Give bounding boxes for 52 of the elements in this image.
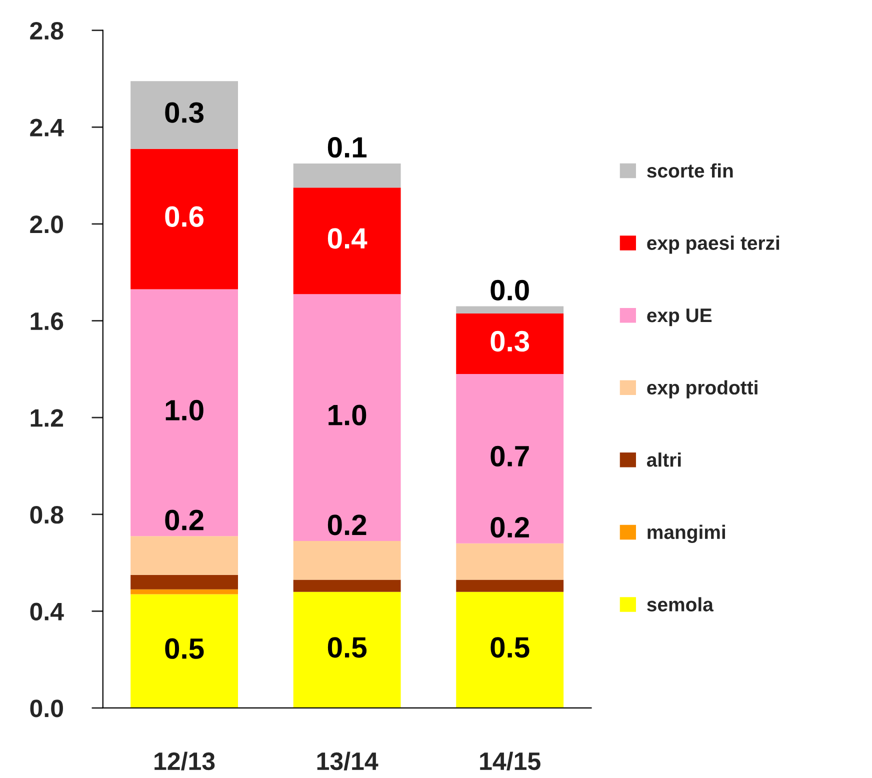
bar xyxy=(130,594,238,708)
y-tick-label: 0.4 xyxy=(30,602,64,620)
data-label: 0.2 xyxy=(328,514,366,536)
legend-label: exp UE xyxy=(647,308,712,326)
data-label: 1.0 xyxy=(328,404,366,426)
bar xyxy=(293,188,401,294)
bar xyxy=(293,592,401,708)
bar xyxy=(130,536,238,575)
data-label: 0.5 xyxy=(328,637,367,658)
data-label: 0.6 xyxy=(165,206,204,227)
x-tick-label: 12/13 xyxy=(154,752,215,770)
data-label: 0.2 xyxy=(165,510,204,530)
bar xyxy=(456,306,564,314)
bar xyxy=(456,580,564,592)
bar xyxy=(456,314,564,374)
data-label: 0.0 xyxy=(490,280,529,300)
y-tick-label: 0.0 xyxy=(30,700,63,718)
legend-label: mangimi xyxy=(648,524,725,544)
bar xyxy=(456,543,564,580)
y-tick-label: 1.2 xyxy=(30,409,64,427)
bar xyxy=(456,592,564,708)
bar xyxy=(130,81,238,149)
data-label: 0.3 xyxy=(165,102,204,123)
data-label: 0.3 xyxy=(490,330,530,352)
x-tick-label: 13/14 xyxy=(317,752,378,770)
data-label: 0.5 xyxy=(165,638,204,659)
legend-label: exp prodotti xyxy=(647,380,758,398)
legend-label: exp paesi terzi xyxy=(647,236,780,254)
y-tick-label: 2.0 xyxy=(30,216,63,234)
data-label: 0.1 xyxy=(328,137,367,158)
y-tick-label: 2.4 xyxy=(30,118,64,136)
y-tick-label: 2.8 xyxy=(30,22,64,40)
data-label: 0.4 xyxy=(328,228,368,249)
data-label: 0.7 xyxy=(490,446,529,467)
y-tick-label: 0.8 xyxy=(30,506,64,524)
bar xyxy=(130,148,238,290)
bar xyxy=(293,294,401,541)
bar xyxy=(130,289,238,536)
data-label: 0.5 xyxy=(490,637,530,658)
bar xyxy=(293,163,401,188)
bar xyxy=(130,574,238,590)
bar xyxy=(293,540,401,580)
legend-label: scorte fin xyxy=(647,163,733,178)
data-label: 0.2 xyxy=(490,516,529,538)
bar xyxy=(293,580,401,592)
legend-label: semola xyxy=(647,597,714,612)
x-tick-label: 14/15 xyxy=(480,752,540,770)
y-tick-label: 1.6 xyxy=(30,312,64,330)
bar xyxy=(456,374,564,544)
bar xyxy=(130,589,238,594)
legend-label: altri xyxy=(646,452,681,467)
data-label: 1.0 xyxy=(166,400,204,421)
